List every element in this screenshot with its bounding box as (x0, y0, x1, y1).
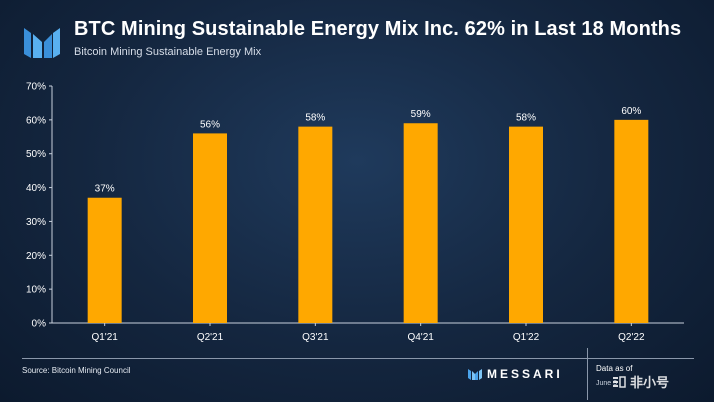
footer-vertical-divider (587, 348, 588, 400)
bar (193, 133, 227, 323)
bar (298, 126, 333, 323)
x-tick-label: Q1'22 (513, 332, 540, 343)
brand-mark: MESSARI (468, 367, 563, 381)
bar (614, 119, 649, 323)
x-tick-label: Q4'21 (407, 332, 434, 343)
y-tick-label: 20% (26, 251, 46, 262)
x-tick-label: Q2'21 (197, 332, 224, 343)
data-as-of-label: Data as of (596, 364, 633, 373)
watermark: 非小号 (612, 372, 669, 391)
x-tick-label: Q3'21 (302, 332, 329, 343)
y-tick-label: 70% (26, 82, 46, 93)
data-label: 59% (411, 109, 431, 120)
y-tick-label: 40% (26, 183, 46, 194)
y-tick-label: 30% (26, 217, 46, 228)
bar (87, 197, 122, 323)
watermark-icon (613, 375, 626, 388)
footer-divider (22, 358, 694, 359)
x-tick-label: Q1'21 (91, 332, 118, 343)
brand-name: MESSARI (487, 367, 563, 381)
source-note: Source: Bitcoin Mining Council (22, 366, 131, 375)
y-tick-label: 50% (26, 149, 46, 160)
data-label: 58% (305, 113, 325, 124)
watermark-text: 非小号 (630, 375, 670, 390)
data-label: 60% (621, 106, 641, 117)
messari-logo-icon (24, 28, 60, 58)
y-tick-label: 0% (32, 319, 47, 330)
chart-subtitle: Bitcoin Mining Sustainable Energy Mix (74, 46, 262, 58)
data-label: 56% (200, 119, 220, 130)
chart-title: BTC Mining Sustainable Energy Mix Inc. 6… (74, 18, 682, 40)
x-tick-label: Q2'22 (618, 332, 645, 343)
messari-small-logo-icon (468, 369, 482, 380)
y-tick-label: 60% (26, 115, 46, 126)
data-as-of-date: June 3 (596, 380, 618, 387)
bar (509, 126, 543, 323)
data-label: 58% (516, 113, 536, 124)
bar (403, 123, 438, 323)
data-label: 37% (95, 184, 115, 195)
y-tick-label: 10% (26, 285, 46, 296)
